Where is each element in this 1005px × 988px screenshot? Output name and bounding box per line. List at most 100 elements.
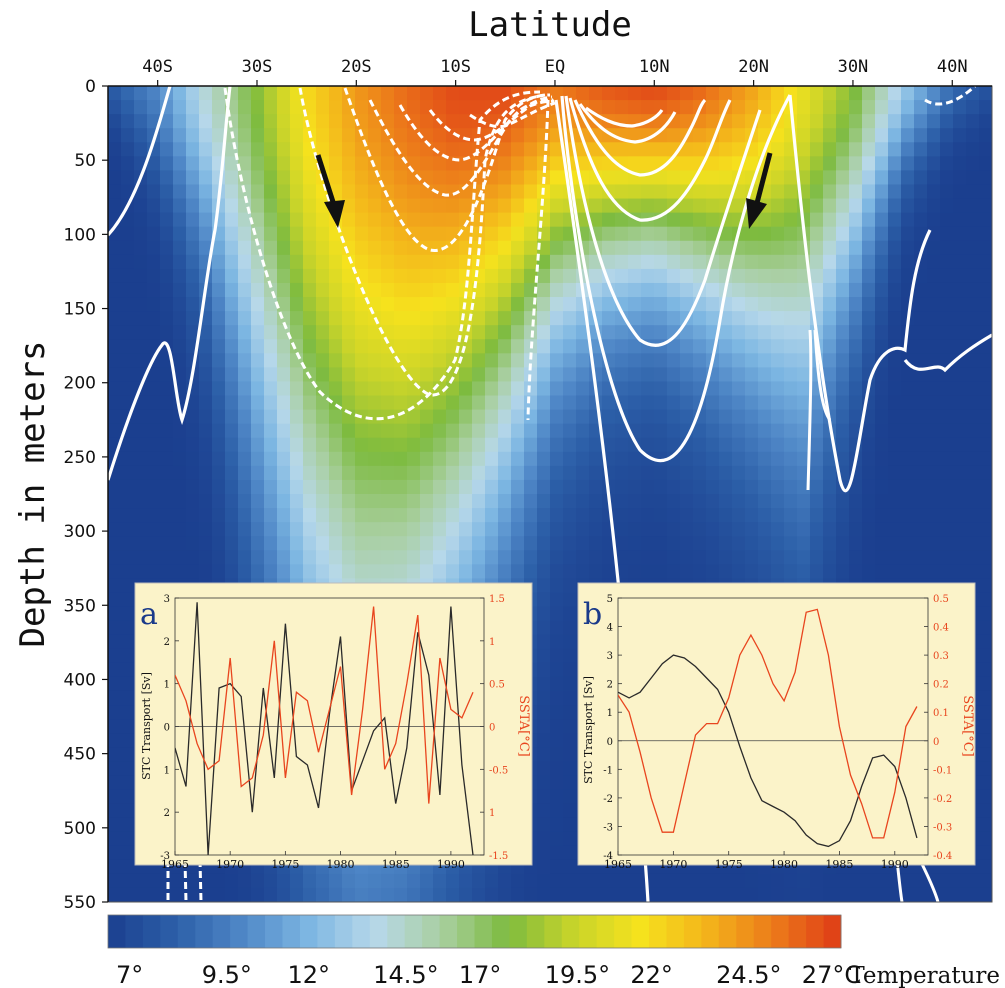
temperature-cell — [173, 226, 187, 242]
temperature-cell — [355, 564, 369, 580]
temperature-cell — [537, 817, 551, 833]
temperature-cell — [108, 564, 122, 580]
temperature-cell — [771, 128, 785, 143]
colorbar-tick-label: 14.5° — [373, 961, 438, 988]
stc-transport-series-line — [175, 602, 474, 855]
temperature-cell — [979, 620, 992, 636]
temperature-cell — [836, 381, 850, 397]
temperature-cell — [186, 156, 200, 172]
temperature-cell — [225, 550, 239, 565]
temperature-cell — [550, 311, 564, 326]
colorbar-cell — [806, 915, 824, 948]
temperature-cell — [303, 240, 317, 256]
temperature-cell — [121, 817, 135, 833]
temperature-cell — [732, 268, 746, 284]
temperature-cell — [797, 353, 811, 368]
temperature-cell — [537, 268, 551, 284]
colorbar-tick-label: 12° — [288, 961, 331, 988]
temperature-cell — [784, 409, 798, 425]
temperature-cell — [433, 100, 447, 115]
temperature-cell — [667, 184, 681, 200]
temperature-cell — [407, 325, 421, 340]
colorbar-cell — [579, 915, 598, 948]
temperature-cell — [173, 887, 187, 902]
temperature-cell — [953, 226, 967, 242]
temperature-cell — [628, 873, 642, 889]
temperature-cell — [498, 508, 512, 523]
temperature-cell — [628, 536, 642, 551]
temperature-cell — [160, 423, 174, 439]
temperature-cell — [979, 831, 992, 847]
temperature-cell — [693, 873, 707, 889]
temperature-cell — [147, 451, 161, 467]
temperature-cell — [641, 494, 655, 509]
temperature-cell — [264, 100, 278, 115]
temperature-cell — [654, 170, 668, 186]
temperature-cell — [446, 409, 460, 425]
right-tick-label: 0.5 — [933, 594, 949, 605]
temperature-cell — [628, 142, 642, 157]
temperature-cell — [121, 719, 135, 734]
temperature-cell — [563, 606, 577, 622]
temperature-cell — [433, 339, 447, 354]
temperature-cell — [420, 564, 434, 580]
temperature-cell — [472, 353, 486, 368]
temperature-cell — [940, 887, 954, 902]
temperature-cell — [420, 423, 434, 439]
temperature-cell — [823, 170, 837, 186]
temperature-cell — [706, 873, 720, 889]
temperature-cell — [888, 156, 902, 172]
temperature-cell — [888, 494, 902, 509]
temperature-cell — [160, 226, 174, 242]
temperature-cell — [719, 508, 733, 523]
temperature-cell — [927, 423, 941, 439]
temperature-cell — [329, 437, 343, 453]
temperature-cell — [329, 381, 343, 397]
temperature-cell — [862, 873, 876, 889]
inset-a-right-axis-label: SSTA[°C] — [516, 695, 531, 757]
temperature-cell — [251, 353, 265, 368]
temperature-cell — [654, 437, 668, 453]
temperature-cell — [303, 86, 317, 101]
temperature-cell — [225, 508, 239, 523]
temperature-cell — [186, 86, 200, 101]
temperature-cell — [823, 873, 837, 889]
temperature-cell — [550, 719, 564, 734]
temperature-cell — [628, 479, 642, 495]
temperature-cell — [511, 212, 525, 228]
temperature-cell — [472, 100, 486, 115]
temperature-cell — [940, 114, 954, 129]
temperature-cell — [186, 114, 200, 129]
temperature-cell — [121, 353, 135, 368]
temperature-cell — [823, 142, 837, 157]
temperature-cell — [407, 282, 421, 298]
temperature-cell — [199, 226, 213, 242]
temperature-cell — [758, 367, 772, 383]
temperature-cell — [615, 184, 629, 200]
temperature-cell — [602, 226, 616, 242]
temperature-cell — [875, 297, 889, 312]
temperature-cell — [394, 508, 408, 523]
temperature-cell — [693, 128, 707, 143]
temperature-cell — [953, 536, 967, 551]
latitude-tick-label: 20S — [341, 57, 372, 77]
temperature-cell — [147, 522, 161, 537]
temperature-cell — [680, 522, 694, 537]
temperature-cell — [121, 226, 135, 242]
temperature-cell — [160, 395, 174, 411]
temperature-cell — [121, 367, 135, 383]
temperature-cell — [485, 282, 499, 298]
temperature-cell — [771, 282, 785, 298]
temperature-cell — [238, 339, 252, 354]
temperature-cell — [758, 353, 772, 368]
temperature-cell — [914, 156, 928, 172]
temperature-cell — [316, 128, 330, 143]
temperature-cell — [927, 508, 941, 523]
temperature-cell — [407, 479, 421, 495]
temperature-cell — [381, 887, 395, 902]
temperature-cell — [134, 100, 148, 115]
temperature-cell — [342, 198, 356, 214]
temperature-cell — [186, 325, 200, 340]
temperature-cell — [277, 479, 291, 495]
